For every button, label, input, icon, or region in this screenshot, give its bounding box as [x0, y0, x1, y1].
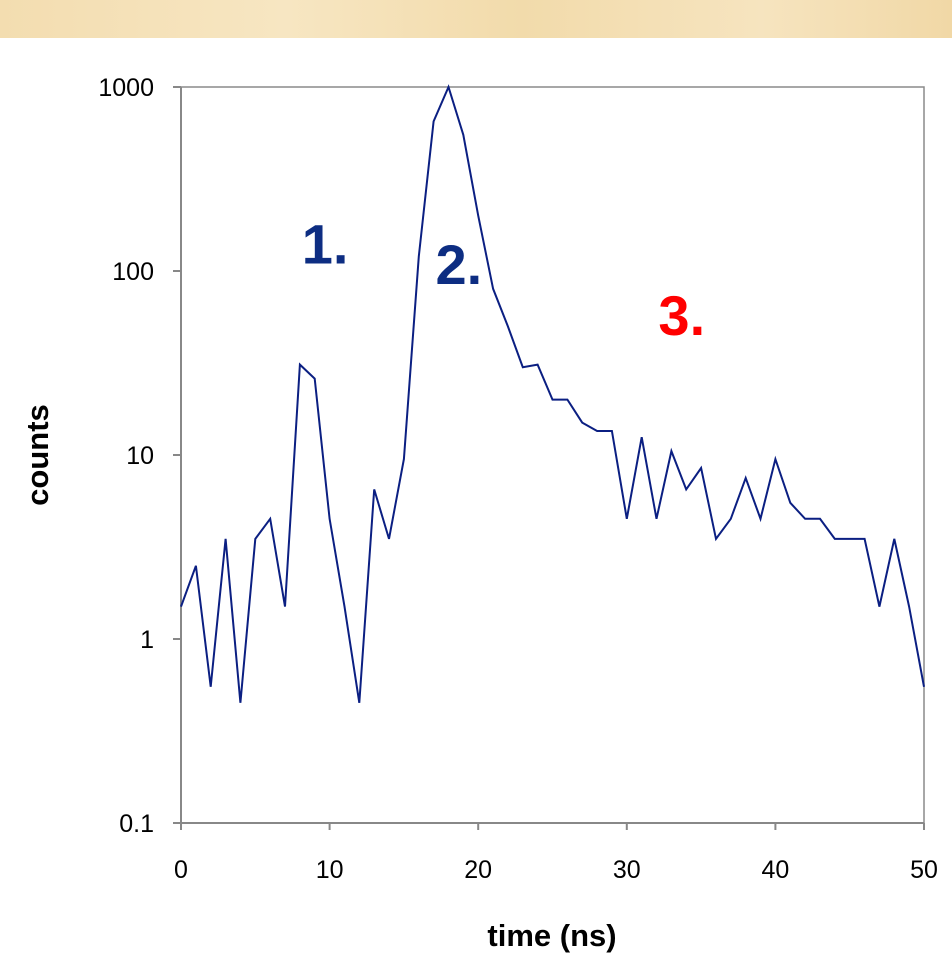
y-axis-title: counts [20, 404, 55, 506]
plot-area-frame [180, 86, 925, 824]
y-axis-ticks: 0.1 1 10 100 1000 [98, 74, 181, 838]
series-line [180, 84, 925, 703]
x-tick-label: 10 [316, 856, 344, 884]
y-tick-label: 0.1 [119, 810, 154, 838]
annotation-label: 2. [436, 233, 483, 296]
y-tick-label: 1000 [98, 74, 154, 102]
y-tick-label: 100 [112, 258, 154, 286]
x-tick-label: 40 [761, 856, 789, 884]
x-tick-label: 20 [464, 856, 492, 884]
x-axis-ticks: 0 10 20 30 40 50 [174, 823, 938, 884]
x-tick-label: 30 [613, 856, 641, 884]
y-tick-label: 1 [140, 626, 154, 654]
series-layer [180, 84, 925, 703]
annotation-label: 3. [658, 284, 705, 347]
y-tick-label: 10 [126, 442, 154, 470]
annotations-layer: 1. 2. 3. [302, 212, 705, 346]
x-tick-label: 50 [910, 856, 938, 884]
header-banner [0, 0, 952, 38]
annotation-label: 1. [302, 212, 349, 275]
x-axis-title: time (ns) [487, 918, 616, 953]
x-tick-label: 0 [174, 856, 188, 884]
